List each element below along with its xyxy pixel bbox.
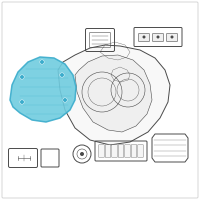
FancyBboxPatch shape <box>125 145 130 157</box>
FancyBboxPatch shape <box>131 145 137 157</box>
Circle shape <box>40 60 44 64</box>
Polygon shape <box>10 57 76 122</box>
Circle shape <box>142 36 146 38</box>
Circle shape <box>170 36 174 38</box>
Circle shape <box>80 152 84 156</box>
FancyBboxPatch shape <box>138 33 150 42</box>
Polygon shape <box>75 55 152 132</box>
FancyBboxPatch shape <box>112 145 117 157</box>
Circle shape <box>20 75 24 79</box>
FancyBboxPatch shape <box>99 145 104 157</box>
Polygon shape <box>58 45 170 145</box>
FancyBboxPatch shape <box>166 33 178 42</box>
FancyBboxPatch shape <box>105 145 111 157</box>
Circle shape <box>20 100 24 104</box>
Circle shape <box>60 73 64 77</box>
Circle shape <box>63 98 67 102</box>
FancyBboxPatch shape <box>153 33 164 42</box>
FancyBboxPatch shape <box>138 145 143 157</box>
Circle shape <box>156 36 160 38</box>
FancyBboxPatch shape <box>118 145 124 157</box>
